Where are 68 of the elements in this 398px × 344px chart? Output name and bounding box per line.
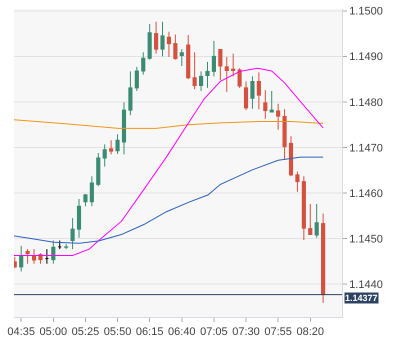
x-tick-label: 08:20 xyxy=(296,326,324,338)
candlestick xyxy=(166,31,172,58)
y-tick-label: 1.1490 xyxy=(349,51,383,64)
candlestick xyxy=(160,21,165,57)
x-tick-label: 05:50 xyxy=(104,326,132,338)
candlestick xyxy=(295,171,300,192)
candlestick xyxy=(96,152,100,187)
candlestick xyxy=(102,144,107,168)
candlestick xyxy=(231,53,236,77)
candlestick xyxy=(19,245,24,272)
candlestick xyxy=(134,66,139,92)
candlestick xyxy=(270,90,274,112)
candlestick xyxy=(224,56,229,92)
y-tick-label: 1.1450 xyxy=(349,233,383,246)
candlestick xyxy=(122,102,126,155)
candlestick xyxy=(288,136,294,177)
candlestick xyxy=(263,90,268,120)
candlestick xyxy=(58,240,62,250)
candlestick xyxy=(192,52,197,90)
candlestick xyxy=(44,248,49,264)
line-series xyxy=(14,68,324,256)
candlestick xyxy=(128,70,132,116)
candlestick xyxy=(32,248,36,264)
y-tick-label: 1.1480 xyxy=(349,96,383,109)
candlestick xyxy=(282,108,287,160)
candlestick xyxy=(302,176,306,240)
candlestick xyxy=(244,80,248,111)
candlestick xyxy=(90,176,94,207)
candlestick xyxy=(180,48,184,66)
candlestick xyxy=(256,72,261,110)
candlestick xyxy=(173,34,178,60)
candlestick xyxy=(51,240,56,264)
candlestick xyxy=(218,49,222,81)
y-tick-label: 1.1470 xyxy=(349,142,383,154)
candlestick xyxy=(64,244,68,250)
y-tick-label: 1.1460 xyxy=(349,188,383,200)
line-series xyxy=(14,156,324,244)
x-tick-label: 06:40 xyxy=(168,326,196,338)
y-tick-label: 1.1440 xyxy=(349,279,383,292)
candlestick xyxy=(186,34,190,80)
x-tick-label: 05:00 xyxy=(40,326,68,338)
candlestick xyxy=(212,40,216,77)
candlestick xyxy=(109,140,114,155)
x-tick-label: 05:25 xyxy=(72,326,100,338)
candlestick xyxy=(238,68,242,88)
candlestick xyxy=(154,21,158,54)
candlestick xyxy=(276,103,280,130)
x-tick-label: 07:30 xyxy=(232,326,260,338)
candlestick xyxy=(250,76,255,110)
candlestick xyxy=(83,193,88,207)
candlestick xyxy=(198,70,204,92)
candlestick xyxy=(115,134,120,154)
candlestick xyxy=(308,204,312,236)
candlestick xyxy=(148,24,152,60)
x-tick-label: 06:15 xyxy=(136,326,164,338)
ref-line-label: 1.14377 xyxy=(345,293,378,303)
candlestick xyxy=(76,198,82,238)
candlestick xyxy=(26,248,30,264)
x-tick-label: 07:05 xyxy=(200,326,228,338)
x-tick-label: 04:35 xyxy=(7,326,35,338)
line-series xyxy=(14,119,324,129)
candlestick xyxy=(314,204,319,238)
y-tick-label: 1.1500 xyxy=(349,6,383,18)
candlestick xyxy=(321,213,326,304)
x-tick-label: 07:55 xyxy=(264,326,292,338)
candlestick xyxy=(70,218,75,250)
candlestick xyxy=(141,52,146,76)
candlestick xyxy=(205,61,210,88)
